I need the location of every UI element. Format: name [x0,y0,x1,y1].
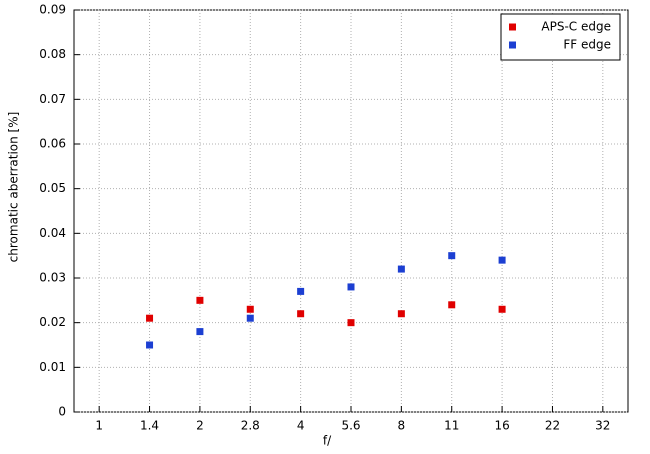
x-axis-label: f/ [323,434,332,448]
x-tick-label: 11 [444,419,459,433]
marker [397,310,405,318]
x-tick-label: 5.6 [341,419,360,433]
legend-marker [509,41,516,49]
x-tick-label: 4 [297,419,305,433]
marker [146,341,154,349]
marker [347,283,355,291]
y-tick-label: 0.07 [39,92,66,106]
y-tick-label: 0.02 [39,315,66,329]
marker [498,256,506,264]
marker [146,314,154,322]
marker [246,305,254,313]
y-tick-label: 0 [58,405,66,419]
marker [297,310,305,318]
legend-box [500,13,621,61]
y-tick-label: 0.03 [39,271,66,285]
x-tick-label: 22 [545,419,560,433]
marker [196,296,204,304]
legend-label: FF edge [563,38,611,52]
marker [498,305,506,313]
y-tick-label: 0.05 [39,181,66,195]
legend-marker [509,23,516,31]
y-tick-label: 0.09 [39,3,66,17]
x-tick-label: 2 [196,419,204,433]
x-tick-label: 32 [595,419,610,433]
marker [448,301,456,309]
marker [448,252,456,260]
marker [196,328,204,336]
marker [347,319,355,327]
marker [246,314,254,322]
x-tick-label: 16 [494,419,509,433]
x-tick-label: 1.4 [140,419,159,433]
legend-label: APS-C edge [541,20,611,34]
y-tick-label: 0.04 [39,226,66,240]
x-tick-label: 8 [398,419,406,433]
x-tick-label: 1 [95,419,103,433]
x-tick-label: 2.8 [241,419,260,433]
marker [297,287,305,295]
y-tick-label: 0.01 [39,360,66,374]
y-tick-label: 0.06 [39,137,66,151]
y-axis-label: chromatic aberration [%] [7,112,21,263]
y-tick-label: 0.08 [39,47,66,61]
marker [397,265,405,273]
